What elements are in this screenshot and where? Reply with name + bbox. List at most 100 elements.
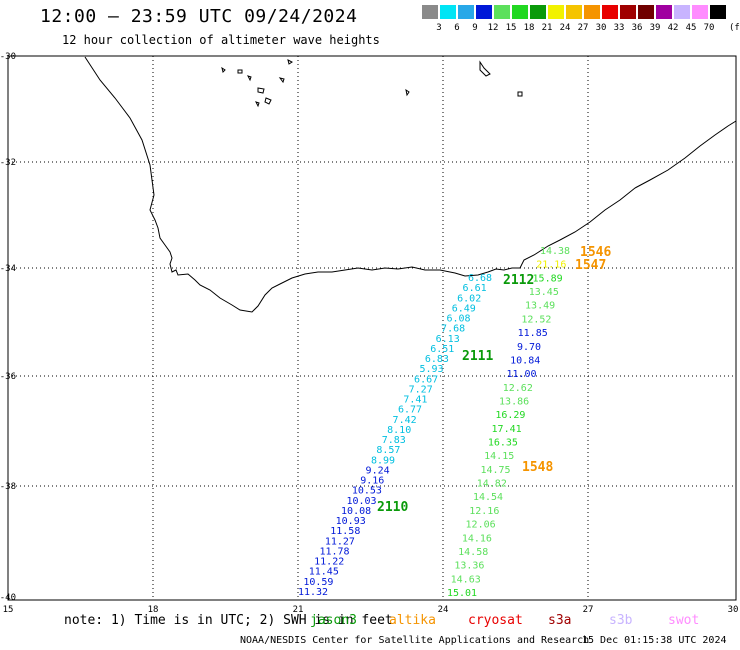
swh-reading: 11.00 xyxy=(506,369,536,380)
scale-swatch xyxy=(476,5,492,19)
pass-time-label: 2110 xyxy=(377,500,408,515)
scale-label: 12 xyxy=(487,23,499,33)
scale-label: 21 xyxy=(541,23,553,33)
scale-label: 24 xyxy=(559,23,571,33)
latitude-tick: -40 xyxy=(0,593,16,603)
swh-reading: 14.38 xyxy=(540,246,570,257)
swh-reading: 10.08 xyxy=(341,506,371,517)
satellite-legend-item: swot xyxy=(668,613,700,628)
swh-reading: 6.13 xyxy=(436,334,460,345)
longitude-tick: 15 xyxy=(3,605,14,615)
swh-reading: 7.83 xyxy=(382,435,406,446)
swh-reading: 7.68 xyxy=(441,324,465,335)
swh-reading: 6.02 xyxy=(457,293,481,304)
map-frame xyxy=(7,55,737,601)
longitude-tick: 30 xyxy=(728,605,739,615)
swh-reading: 14.82 xyxy=(477,479,507,490)
swh-reading: 6.68 xyxy=(468,273,492,284)
swh-reading: 9.24 xyxy=(366,466,390,477)
altimeter-track-west: 6.686.616.026.496.087.686.136.516.835.93… xyxy=(298,273,492,598)
latitude-tick: -30 xyxy=(0,52,16,62)
swh-reading: 6.67 xyxy=(414,374,438,385)
page-title: 12:00 – 23:59 UTC 09/24/2024 xyxy=(40,6,358,27)
swh-reading: 8.10 xyxy=(387,425,411,436)
scale-swatch xyxy=(548,5,564,19)
swh-reading: 14.16 xyxy=(462,533,492,544)
scale-label: 3 xyxy=(436,23,442,33)
swh-reading: 16.29 xyxy=(495,410,525,421)
swh-reading: 21.16 xyxy=(536,260,566,271)
scale-swatch xyxy=(512,5,528,19)
swh-reading: 11.58 xyxy=(330,526,360,537)
scale-swatch xyxy=(530,5,546,19)
swh-reading: 7.41 xyxy=(403,395,427,406)
pass-time-label: 1546 xyxy=(580,245,611,260)
swh-reading: 8.99 xyxy=(371,455,395,466)
scale-label: 39 xyxy=(649,23,661,33)
swh-reading: 6.49 xyxy=(452,303,476,314)
swh-reading: 7.27 xyxy=(409,384,433,395)
scale-swatch xyxy=(656,5,672,19)
latitude-tick: -34 xyxy=(0,264,16,274)
swh-reading: 6.61 xyxy=(463,283,487,294)
credit-line: NOAA/NESDIS Center for Satellite Applica… xyxy=(240,635,590,646)
scale-unit: (ft) xyxy=(729,23,740,33)
swh-reading: 10.59 xyxy=(303,577,333,588)
scale-label: 70 xyxy=(703,23,715,33)
swh-reading: 11.27 xyxy=(325,536,355,547)
swh-reading: 12.62 xyxy=(503,383,533,394)
swh-reading: 11.32 xyxy=(298,587,328,598)
swh-reading: 9.70 xyxy=(517,342,541,353)
scale-label: 45 xyxy=(685,23,697,33)
scale-label: 27 xyxy=(577,23,589,33)
swh-reading: 11.45 xyxy=(309,567,339,578)
swh-reading: 10.03 xyxy=(346,496,376,507)
swh-reading: 14.58 xyxy=(458,547,488,558)
swh-reading: 10.84 xyxy=(510,355,540,366)
pass-time-label: 1548 xyxy=(522,460,553,475)
scale-label: 9 xyxy=(472,23,478,33)
pass-time-label: 2111 xyxy=(462,349,493,364)
longitude-tick: 18 xyxy=(148,605,159,615)
scale-swatch xyxy=(710,5,726,19)
satellite-legend-item: s3b xyxy=(609,613,633,628)
coastline xyxy=(84,56,737,313)
satellite-legend-item: altika xyxy=(389,613,436,628)
swh-reading: 16.35 xyxy=(488,438,518,449)
swh-reading: 17.41 xyxy=(492,424,522,435)
scale-label: 6 xyxy=(454,23,460,33)
swh-reading: 14.15 xyxy=(484,451,514,462)
scale-swatch xyxy=(440,5,456,19)
swh-reading: 12.16 xyxy=(469,506,499,517)
scale-label: 18 xyxy=(523,23,535,33)
swh-reading: 12.52 xyxy=(521,314,551,325)
swh-reading: 6.83 xyxy=(425,354,449,365)
swh-reading: 13.86 xyxy=(499,397,529,408)
scale-swatch xyxy=(620,5,636,19)
swh-reading: 13.45 xyxy=(529,287,559,298)
swh-reading: 10.53 xyxy=(352,486,382,497)
longitude-tick: 24 xyxy=(438,605,449,615)
swh-reading: 11.85 xyxy=(518,328,548,339)
swh-reading: 14.63 xyxy=(451,574,481,585)
swh-reading: 14.75 xyxy=(480,465,510,476)
swh-reading: 5.93 xyxy=(419,364,443,375)
swh-reading: 14.54 xyxy=(473,492,503,503)
longitude-tick-labels: 15 18 21 24 27 30 xyxy=(3,605,739,615)
pass-time-label: 1547 xyxy=(575,258,606,273)
swh-reading: 7.42 xyxy=(393,415,417,426)
scale-swatch xyxy=(494,5,510,19)
satellite-legend-item: s3a xyxy=(548,613,572,628)
scale-swatch xyxy=(458,5,474,19)
scale-swatch xyxy=(566,5,582,19)
scale-swatch xyxy=(602,5,618,19)
swh-reading: 6.51 xyxy=(430,344,454,355)
swh-reading: 8.57 xyxy=(376,445,400,456)
pass-time-label: 2112 xyxy=(503,273,534,288)
scale-label: 42 xyxy=(667,23,679,33)
satellite-legend-item: jason3 xyxy=(310,613,357,628)
scale-swatch xyxy=(584,5,600,19)
page-subtitle: 12 hour collection of altimeter wave hei… xyxy=(62,33,380,47)
map-gridlines xyxy=(8,56,736,600)
swh-reading: 15.01 xyxy=(447,588,477,599)
